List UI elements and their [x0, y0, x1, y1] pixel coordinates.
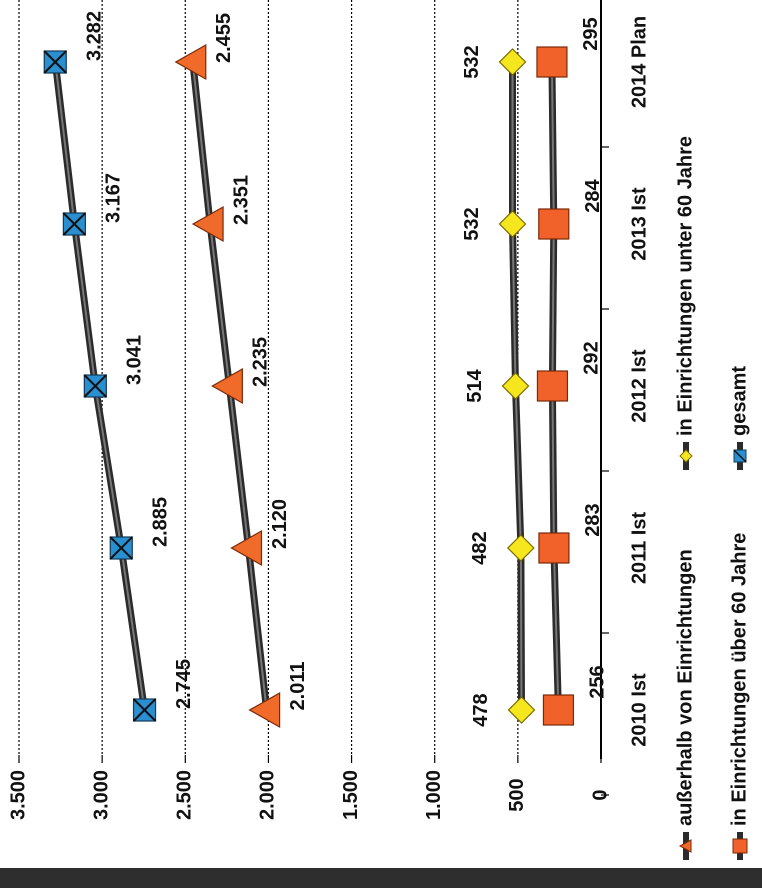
value-axis: 0 500 1.000 1.500 2.000 2.500 3.000 3.500 — [7, 0, 611, 820]
square-marker — [538, 208, 570, 240]
data-label: 292 — [581, 341, 603, 374]
legend: außerhalb von Einrichtungen in Einrichtun… — [674, 136, 750, 860]
data-label: 3.041 — [124, 335, 146, 385]
data-label: 295 — [580, 17, 602, 50]
data-label: 2.885 — [150, 497, 172, 547]
data-point — [498, 48, 527, 76]
data-point — [211, 367, 243, 405]
data-point — [230, 529, 263, 567]
data-point — [538, 208, 570, 240]
tick-label: 0 — [589, 789, 611, 800]
triangle-marker — [248, 691, 281, 729]
tick-label: 2.000 — [257, 770, 279, 820]
diamond-marker — [507, 534, 535, 562]
data-point — [542, 694, 575, 726]
series-diamond: 478 482 514 532 532 — [461, 45, 536, 727]
tick-label: 2.500 — [174, 770, 196, 820]
series-square-x: 2.745 2.885 3.041 3.167 3.282 — [43, 11, 195, 722]
data-point — [498, 210, 527, 238]
data-label: 256 — [587, 665, 609, 698]
legend-marker — [678, 839, 692, 853]
square-marker — [536, 370, 569, 402]
x-stroke — [132, 698, 157, 722]
category-label: 2012 Ist — [628, 349, 650, 423]
triangle-marker — [230, 529, 263, 567]
data-point — [507, 696, 536, 724]
data-point — [501, 372, 530, 400]
series-triangle: 2.011 2.120 2.235 2.351 2.455 — [174, 13, 309, 729]
tick-label: 3.000 — [90, 770, 112, 820]
x-stroke — [43, 50, 67, 74]
series-area: 2.011 2.120 2.235 2.351 2.455 478 482 514 532 532… — [43, 11, 609, 729]
diamond-marker — [501, 372, 530, 400]
category-axis: 2010 Ist 2011 Ist 2012 Ist 2013 Ist 2014 Pla… — [601, 16, 650, 796]
series-square: 256 283 292 284 295 — [536, 17, 609, 726]
category-label: 2014 Plan — [628, 16, 650, 108]
diamond-marker — [498, 210, 527, 238]
data-label: 2.011 — [287, 662, 309, 711]
legend-x — [733, 449, 747, 463]
tick-label: 1.500 — [340, 770, 362, 820]
data-label: 2.235 — [250, 337, 272, 387]
legend-item: in Einrichtungen über 60 Jahre — [728, 533, 750, 860]
data-label: 2.120 — [269, 499, 291, 549]
square-marker — [542, 694, 575, 726]
data-point — [43, 50, 67, 74]
data-label: 478 — [470, 693, 492, 726]
diamond-marker — [507, 696, 536, 724]
data-point — [62, 212, 87, 236]
data-point — [83, 374, 108, 398]
x-stroke — [83, 374, 108, 398]
data-label: 482 — [469, 531, 491, 564]
x-stroke — [109, 536, 133, 560]
category-label: 2010 Ist — [628, 673, 650, 747]
category-label: 2011 Ist — [628, 512, 650, 585]
data-point — [538, 532, 570, 564]
data-label: 532 — [461, 207, 483, 240]
data-label: 2.745 — [173, 659, 195, 709]
legend-marker — [732, 838, 748, 854]
triangle-marker — [211, 367, 243, 405]
tick-label: 3.500 — [7, 770, 29, 820]
x-stroke — [62, 212, 87, 236]
data-label: 283 — [582, 503, 604, 536]
legend-item: gesamt — [728, 366, 750, 470]
bottom-edge-strip — [0, 868, 762, 888]
data-label: 2.351 — [230, 175, 252, 225]
data-label: 3.282 — [84, 11, 106, 61]
triangle-marker — [191, 205, 224, 243]
data-point — [191, 205, 224, 243]
data-point — [536, 46, 568, 78]
data-point — [507, 534, 535, 562]
data-point — [248, 691, 281, 729]
data-point — [109, 536, 133, 560]
legend-item: außerhalb von Einrichtungen — [674, 549, 696, 860]
tick-label: 1.000 — [423, 770, 445, 820]
triangle-marker — [174, 43, 207, 81]
data-label: 2.455 — [213, 13, 235, 63]
data-label: 514 — [464, 368, 486, 402]
data-point — [132, 698, 157, 722]
data-label: 284 — [582, 178, 604, 212]
data-point — [536, 370, 569, 402]
tick-label: 500 — [506, 778, 528, 811]
legend-item: in Einrichtungen unter 60 Jahre — [674, 136, 696, 470]
category-label: 2013 Ist — [628, 187, 650, 261]
square-marker — [536, 46, 568, 78]
legend-label: in Einrichtungen über 60 Jahre — [728, 533, 750, 826]
legend-label: gesamt — [728, 366, 750, 436]
data-label: 532 — [461, 45, 483, 78]
square-marker — [538, 532, 570, 564]
legend-marker — [679, 449, 693, 463]
data-point — [174, 43, 207, 81]
legend-label: außerhalb von Einrichtungen — [674, 549, 696, 826]
legend-label: in Einrichtungen unter 60 Jahre — [674, 136, 696, 436]
data-label: 3.167 — [103, 173, 125, 223]
diamond-marker — [498, 48, 527, 76]
